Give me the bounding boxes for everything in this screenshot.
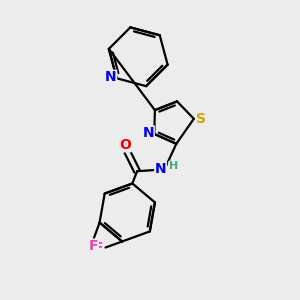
Text: N: N: [105, 70, 117, 84]
Text: S: S: [196, 112, 206, 126]
Text: N: N: [142, 126, 154, 140]
Text: O: O: [119, 138, 131, 152]
Text: F: F: [89, 239, 98, 253]
Text: N: N: [155, 162, 167, 176]
Text: H: H: [169, 161, 178, 171]
Text: F: F: [94, 241, 104, 254]
